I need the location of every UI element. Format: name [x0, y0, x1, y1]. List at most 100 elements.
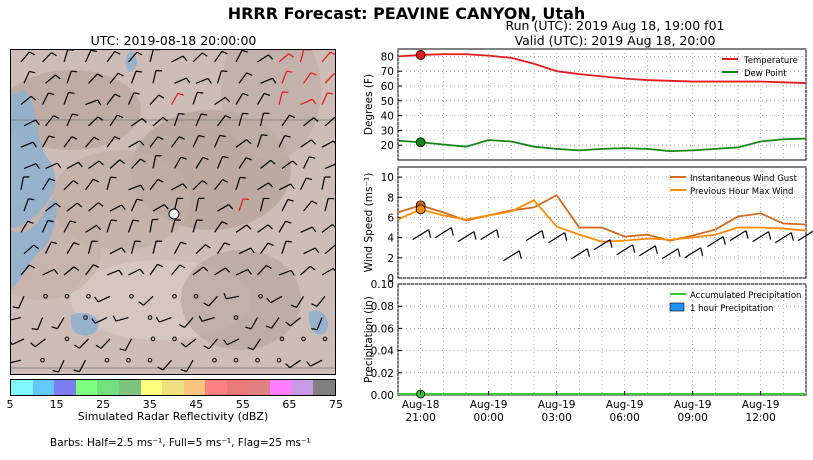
wind-barb-shaft: [63, 92, 70, 105]
colorbar-swatch: [11, 380, 33, 395]
wind-barb-feather: [93, 136, 100, 141]
wind-barb-shaft: [130, 240, 136, 254]
wind-barb-shaft: [152, 155, 157, 169]
wind-barb-shaft: [149, 219, 153, 233]
wind-barb-shaft: [324, 244, 335, 255]
colorbar-swatch: [313, 380, 335, 395]
wind-barb-feather: [246, 224, 252, 230]
wind-barb-shaft: [173, 241, 182, 254]
wind-barb-feather: [119, 348, 126, 351]
wind-barb-feather: [72, 113, 79, 116]
wind-barb-feather: [245, 157, 252, 161]
lake: [11, 198, 57, 290]
wind-barb-feather: [182, 55, 188, 62]
wind-barb-feather: [245, 326, 252, 330]
wind-barb-feather: [35, 119, 40, 126]
wind-barb-shaft: [173, 156, 182, 169]
wind-barb-feather: [139, 268, 145, 275]
colorbar-tick-label: 55: [235, 398, 250, 411]
legend-label: Dew Point: [744, 69, 787, 79]
wind-barb-shaft: [45, 202, 57, 212]
wind-barb-feather: [118, 269, 123, 276]
map-title: UTC: 2019-08-18 20:00:00: [90, 33, 257, 48]
wind-barb-shaft: [260, 242, 269, 255]
wind-barb-shaft: [63, 180, 74, 191]
wind-barb-feather: [285, 240, 292, 243]
wind-barb-shaft: [238, 72, 248, 84]
wind-barb-feather: [745, 230, 749, 239]
colorbar-swatch: [248, 380, 271, 395]
wind-barb-feather: [267, 224, 273, 230]
colorbar-swatch: [226, 380, 249, 395]
wind-barb-shaft: [56, 317, 65, 330]
wind-barb-feather: [140, 158, 146, 163]
wind-barb-shaft: [63, 50, 69, 63]
wind-barb-shaft: [78, 338, 89, 349]
wind-barb-shaft: [78, 359, 87, 372]
wind-barb-shaft: [109, 247, 122, 255]
wind-barb-shaft: [106, 269, 120, 276]
x-tick-label: 09:00: [678, 412, 708, 424]
wind-barb-feather: [27, 220, 34, 224]
wind-barb-feather: [311, 303, 318, 307]
wind-barb-shaft: [109, 159, 121, 169]
wind-barb-shaft: [278, 91, 283, 105]
wind-barb-feather: [205, 244, 211, 249]
wind-barb-shaft: [289, 359, 301, 369]
wind-barb-feather: [246, 139, 252, 145]
wind-barb-shaft: [11, 359, 22, 364]
wind-barb-feather: [313, 117, 319, 122]
wind-barb-feather: [586, 248, 590, 257]
wind-barb-shaft: [195, 244, 206, 255]
wind-barb-feather: [56, 162, 62, 169]
wind-barb-feather: [51, 326, 58, 330]
wind-barb-shaft: [208, 338, 218, 350]
wind-barb-feather: [157, 136, 164, 140]
radar-map[interactable]: [10, 49, 336, 375]
wind-barb-shaft: [235, 177, 241, 190]
y-tick-label: 60: [381, 81, 394, 93]
wind-barb-shaft: [57, 359, 65, 373]
wind-barb-feather: [28, 51, 35, 56]
wind-barb-shaft: [480, 229, 497, 241]
wind-barb-feather: [224, 96, 231, 103]
wind-barb-shaft: [302, 156, 310, 169]
calm-wind-circle: [301, 336, 306, 342]
wind-barb-feather: [266, 297, 272, 304]
wind-barb-feather: [768, 231, 772, 240]
wind-barb-shaft: [281, 70, 288, 84]
wind-barb-feather: [178, 112, 185, 115]
wind-barb-shaft: [149, 50, 154, 63]
y-axis-label: Degrees (F): [363, 74, 375, 135]
wind-barb-feather: [285, 321, 291, 327]
wind-barb-feather: [119, 159, 125, 164]
wind-barb-feather: [30, 95, 37, 101]
wind-barb-shaft: [171, 264, 181, 276]
wind-barb-feather: [203, 345, 210, 350]
wind-barb-feather: [140, 184, 145, 191]
y-tick-label: 40: [381, 111, 394, 123]
wind-barb-shaft: [238, 157, 247, 169]
wind-barb-shaft: [213, 135, 221, 148]
wind-barb-shaft: [115, 317, 129, 322]
wind-barb-shaft: [316, 295, 326, 307]
x-tick-label: Aug-19: [538, 399, 576, 411]
wind-barb-shaft: [85, 264, 94, 276]
panel-3: 0.00 0.02 0.04 0.06 0.08 0.10 Precipitation (i…: [363, 279, 807, 424]
calm-wind-circle: [104, 357, 110, 363]
wind-barb-shaft: [130, 70, 137, 84]
wind-barb-shaft: [41, 135, 50, 148]
wind-barb-shaft: [435, 227, 452, 239]
wind-barb-shaft: [66, 161, 79, 170]
wind-barb-shaft: [23, 119, 36, 127]
wind-barb-feather: [222, 179, 229, 183]
wind-barb-shaft: [775, 232, 792, 244]
calm-wind-circle: [322, 336, 328, 342]
wind-barb-feather: [201, 52, 208, 57]
wind-barb-shaft: [171, 136, 180, 148]
wind-barb-feather: [90, 50, 97, 53]
wind-barb-shaft: [281, 114, 290, 127]
wind-barb-feather: [141, 118, 147, 124]
wind-barb-feather: [185, 77, 191, 84]
